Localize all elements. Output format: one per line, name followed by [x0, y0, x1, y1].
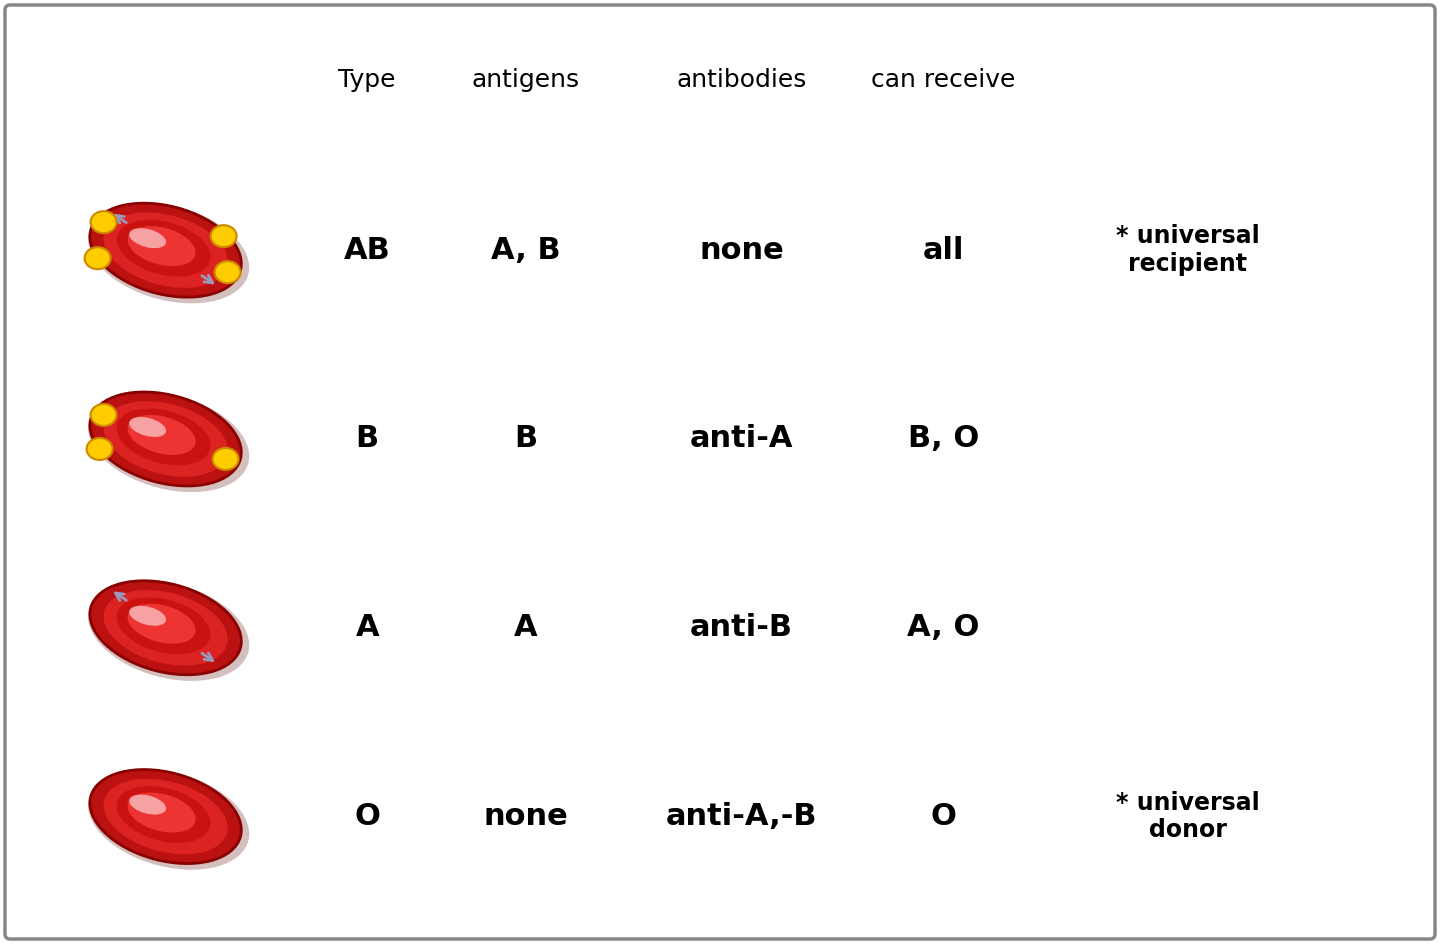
Ellipse shape — [88, 203, 249, 303]
Text: A, O: A, O — [907, 614, 979, 642]
Ellipse shape — [104, 590, 228, 666]
Ellipse shape — [89, 769, 242, 864]
Ellipse shape — [130, 795, 166, 815]
Text: A: A — [356, 614, 379, 642]
Text: anti-A,-B: anti-A,-B — [665, 802, 818, 831]
Ellipse shape — [128, 793, 196, 833]
Text: all: all — [923, 236, 963, 264]
Text: * universal
donor: * universal donor — [1116, 791, 1260, 842]
Text: AB: AB — [344, 236, 390, 264]
Ellipse shape — [128, 604, 196, 644]
Text: O: O — [930, 802, 956, 831]
Text: none: none — [484, 802, 567, 831]
Ellipse shape — [88, 769, 249, 869]
Ellipse shape — [117, 786, 210, 843]
Ellipse shape — [117, 220, 210, 277]
Text: Type: Type — [338, 68, 396, 93]
Ellipse shape — [104, 779, 228, 854]
Ellipse shape — [91, 211, 117, 233]
Text: * universal
recipient: * universal recipient — [1116, 225, 1260, 276]
Ellipse shape — [130, 228, 166, 248]
Text: A, B: A, B — [491, 236, 560, 264]
Text: anti-A: anti-A — [690, 425, 793, 453]
Ellipse shape — [215, 261, 240, 283]
Ellipse shape — [117, 598, 210, 654]
Ellipse shape — [89, 203, 242, 297]
Ellipse shape — [88, 392, 249, 492]
Ellipse shape — [89, 392, 242, 486]
Text: B: B — [514, 425, 537, 453]
Ellipse shape — [91, 404, 117, 426]
Ellipse shape — [117, 409, 210, 465]
Text: can receive: can receive — [871, 68, 1015, 93]
Text: B: B — [356, 425, 379, 453]
Ellipse shape — [130, 606, 166, 626]
Ellipse shape — [104, 401, 228, 477]
Ellipse shape — [130, 417, 166, 437]
Ellipse shape — [213, 448, 239, 470]
Text: B, O: B, O — [907, 425, 979, 453]
Text: none: none — [700, 236, 783, 264]
Ellipse shape — [104, 212, 228, 288]
Ellipse shape — [128, 415, 196, 455]
FancyBboxPatch shape — [4, 5, 1436, 939]
Ellipse shape — [85, 247, 111, 269]
Ellipse shape — [210, 226, 236, 247]
Ellipse shape — [86, 438, 112, 460]
Ellipse shape — [128, 227, 196, 266]
Ellipse shape — [88, 581, 249, 681]
Text: antigens: antigens — [471, 68, 580, 93]
Text: A: A — [514, 614, 537, 642]
Text: O: O — [354, 802, 380, 831]
Ellipse shape — [89, 581, 242, 675]
Text: antibodies: antibodies — [677, 68, 806, 93]
Text: anti-B: anti-B — [690, 614, 793, 642]
